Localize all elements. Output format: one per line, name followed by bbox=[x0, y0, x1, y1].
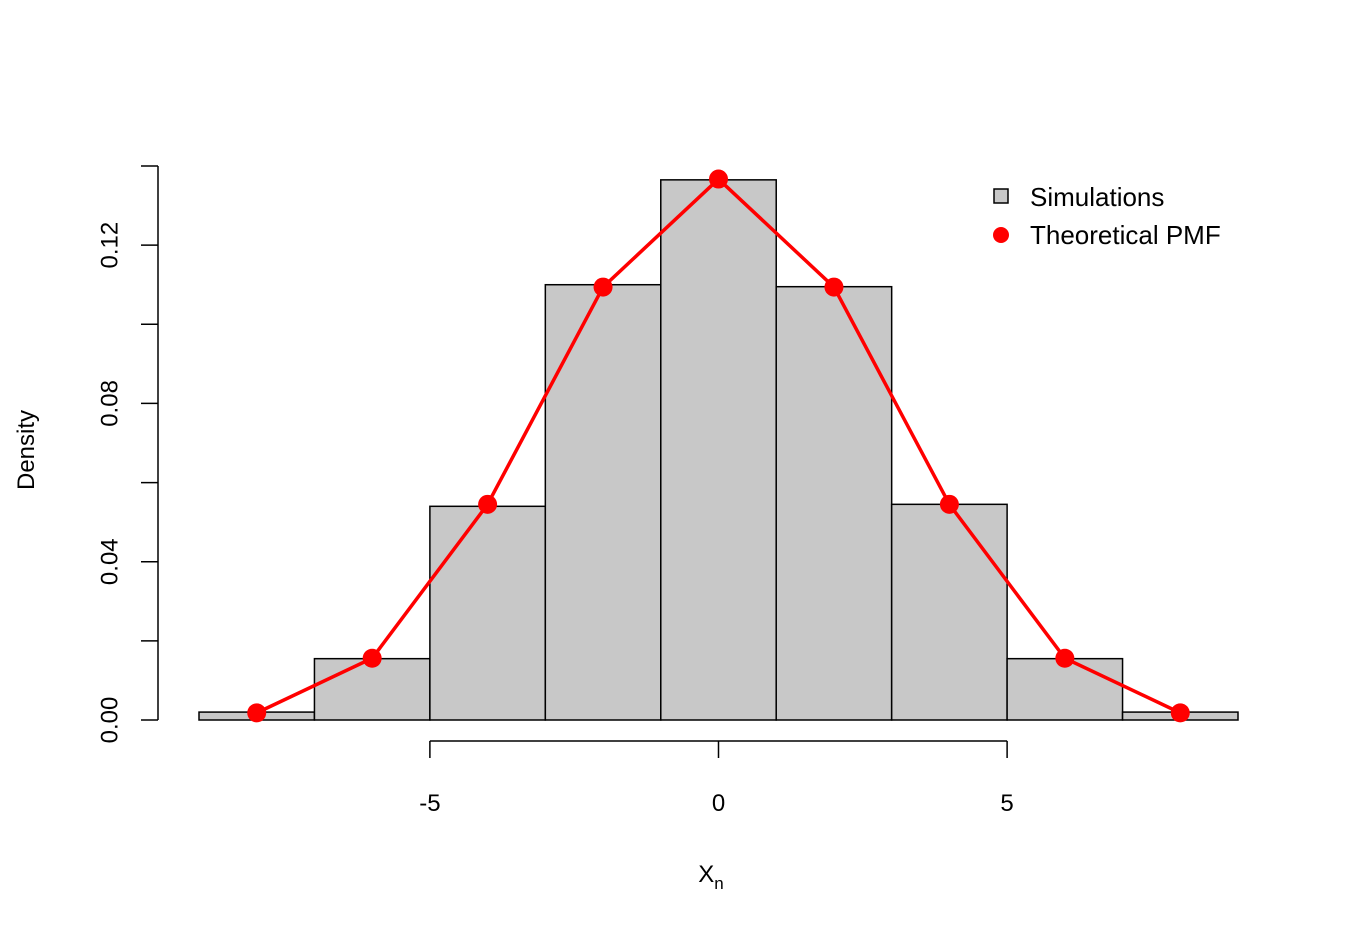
pmf-point-8 bbox=[1170, 703, 1190, 723]
pmf-series bbox=[247, 169, 1190, 723]
x-axis: -5 0 5 bbox=[419, 740, 1014, 817]
histogram-bar-7 bbox=[1006, 657, 1124, 721]
pmf-point-3 bbox=[593, 277, 613, 297]
legend-marker-pmf bbox=[993, 227, 1009, 243]
pmf-point-7 bbox=[1055, 648, 1075, 668]
pmf-point-4 bbox=[709, 169, 728, 189]
y-axis: 0.00 0.04 0.08 0.12 bbox=[96, 165, 159, 744]
y-tick-label-0: 0.00 bbox=[96, 697, 123, 744]
y-tick-label-6: 0.12 bbox=[96, 222, 123, 269]
pmf-point-6 bbox=[939, 494, 959, 514]
histogram-bar-2 bbox=[429, 505, 547, 721]
x-axis-title-subscript: n bbox=[714, 874, 723, 893]
x-tick-label-0: -5 bbox=[419, 790, 440, 817]
x-tick-label-1: 0 bbox=[712, 790, 725, 817]
pmf-point-5 bbox=[824, 277, 844, 297]
histogram-bar-3 bbox=[544, 283, 662, 721]
x-axis-title: Xn bbox=[698, 861, 723, 893]
x-axis-title-main: X bbox=[698, 861, 714, 888]
histogram-bar-4 bbox=[660, 179, 777, 721]
histogram-bar-5 bbox=[775, 285, 893, 721]
pmf-point-1 bbox=[362, 648, 382, 668]
pmf-point-2 bbox=[478, 494, 498, 514]
legend-swatch-simulations bbox=[993, 188, 1009, 204]
y-tick-label-4: 0.08 bbox=[96, 380, 123, 427]
histogram-bars bbox=[198, 179, 1239, 721]
y-axis-title: Density bbox=[13, 410, 40, 490]
legend-label-pmf: Theoretical PMF bbox=[1030, 220, 1221, 250]
legend: Simulations Theoretical PMF bbox=[993, 182, 1221, 250]
histogram-bar-1 bbox=[313, 657, 431, 721]
pmf-point-0 bbox=[247, 703, 267, 723]
legend-label-simulations: Simulations bbox=[1030, 182, 1164, 212]
x-tick-label-2: 5 bbox=[1000, 790, 1013, 817]
y-tick-label-2: 0.04 bbox=[96, 538, 123, 585]
histogram-bar-6 bbox=[890, 503, 1008, 721]
